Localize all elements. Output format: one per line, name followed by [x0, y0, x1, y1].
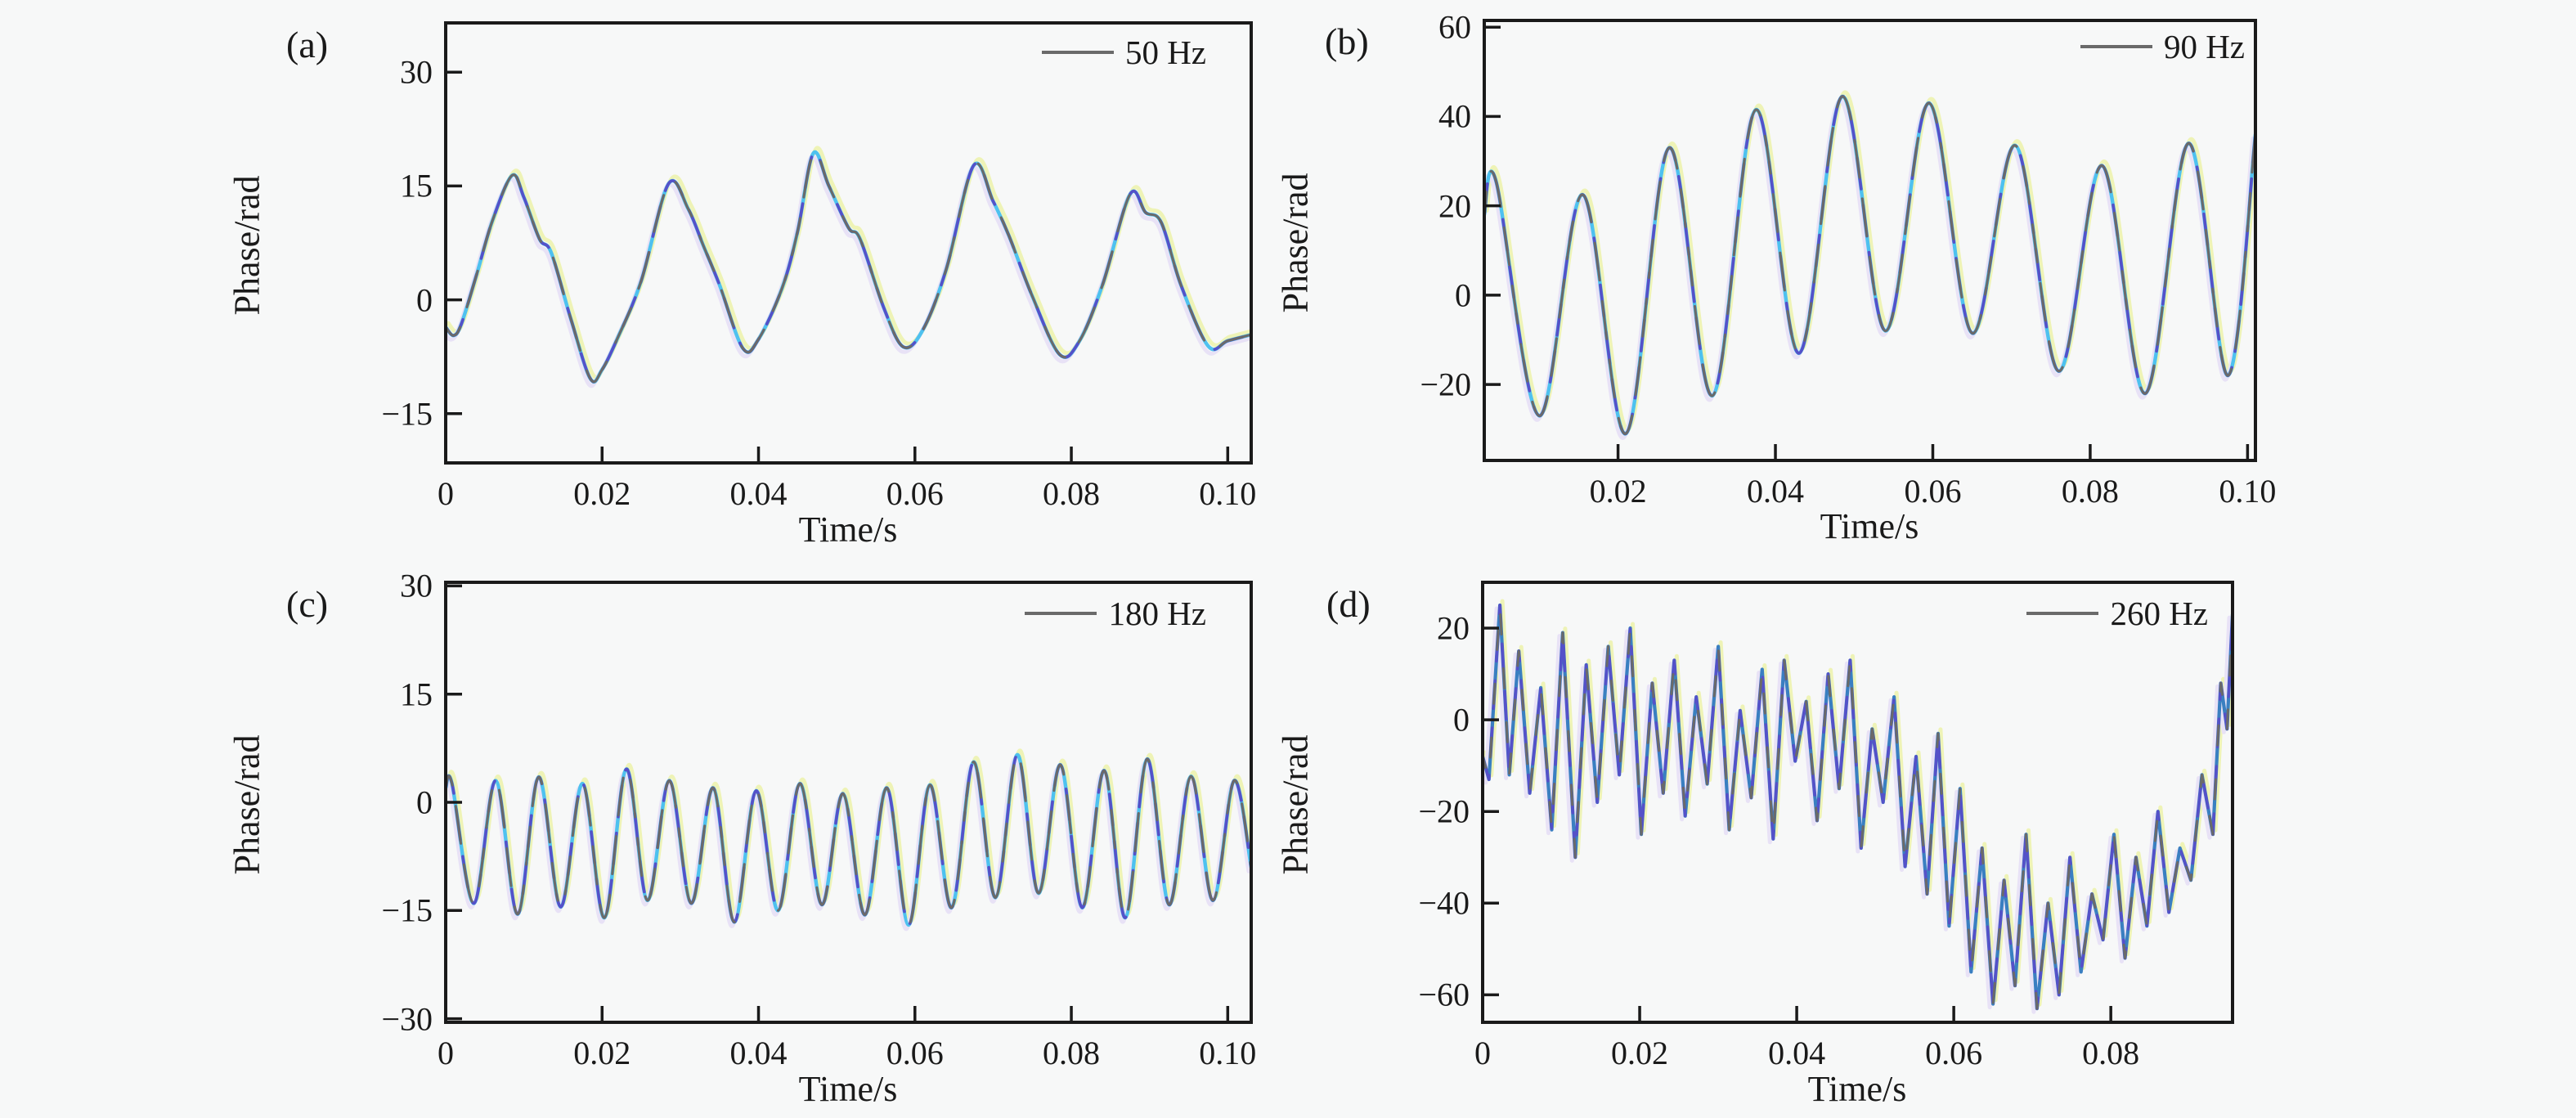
y-tick-label: 40	[1438, 97, 1471, 135]
legend-label: 50 Hz	[1124, 34, 1206, 71]
panel-b-xlabel: Time/s	[1820, 506, 1919, 546]
legend-label: 260 Hz	[2110, 595, 2208, 632]
axes-frame	[1481, 581, 2234, 1024]
y-tick-label: 15	[400, 676, 433, 713]
panel-letter-a: (a)	[286, 24, 329, 65]
panel-a-xlabel: Time/s	[798, 510, 898, 550]
x-tick-label: 0.02	[573, 1035, 631, 1071]
x-tick-label: 0.10	[2219, 473, 2277, 510]
panel-c-ylabel: Phase/rad	[227, 734, 267, 875]
y-tick-label: −30	[381, 1000, 433, 1038]
y-tick-label: −15	[381, 891, 433, 929]
y-tick-label: 0	[416, 783, 433, 821]
panel-c-legend: 180 Hz	[1025, 594, 1206, 633]
x-tick-label: 0.02	[1611, 1035, 1669, 1071]
waveform-180-hz	[446, 748, 1251, 932]
y-tick-label: 60	[1438, 8, 1471, 46]
waveform-260-hz	[1483, 599, 2233, 1014]
x-tick-label: 0.06	[886, 475, 944, 512]
axes-frame	[444, 581, 1253, 1024]
x-tick-label: 0.04	[1768, 1035, 1826, 1071]
legend-line-sample	[1041, 51, 1114, 54]
x-tick-label: 0.02	[1589, 473, 1647, 510]
legend-label: 180 Hz	[1108, 595, 1206, 632]
x-tick-label: 0.08	[1043, 475, 1101, 512]
y-tick-label: −15	[381, 395, 433, 433]
legend-line-sample	[2026, 612, 2099, 615]
panel-d-xlabel: Time/s	[1807, 1069, 1907, 1109]
panel-letter-d: (d)	[1326, 583, 1371, 625]
x-tick-label: 0.04	[1747, 473, 1805, 510]
panel-a-ylabel: Phase/rad	[227, 175, 267, 316]
x-tick-label: 0.04	[729, 1035, 788, 1071]
panel-letter-b: (b)	[1325, 20, 1369, 62]
waveform-90-hz	[1484, 90, 2255, 440]
panel-b-legend: 90 Hz	[2080, 27, 2245, 66]
x-tick-label: 0.10	[1199, 1035, 1257, 1071]
x-tick-label: 0.08	[2082, 1035, 2140, 1071]
y-tick-label: 0	[1453, 701, 1470, 739]
y-tick-label: −20	[1418, 792, 1470, 830]
y-tick-label: −40	[1418, 884, 1470, 922]
y-tick-label: 30	[400, 53, 433, 91]
y-tick-label: 15	[400, 167, 433, 204]
y-tick-label: 0	[416, 281, 433, 319]
x-tick-label: 0.08	[1043, 1035, 1101, 1071]
panel-letter-c: (c)	[286, 583, 329, 625]
y-tick-label: 20	[1438, 187, 1471, 225]
y-tick-label: −20	[1420, 366, 1471, 403]
axes-frame	[1483, 19, 2257, 462]
waveform-50-hz	[446, 146, 1251, 388]
x-tick-label: 0.06	[1904, 473, 1962, 510]
x-tick-label: 0.06	[886, 1035, 944, 1071]
panel-d-legend: 260 Hz	[2026, 594, 2208, 633]
x-tick-label: 0.10	[1199, 475, 1257, 512]
y-tick-label: 0	[1455, 276, 1471, 314]
x-tick-label: 0	[1474, 1035, 1491, 1071]
x-tick-label: 0.04	[729, 475, 788, 512]
y-tick-label: −60	[1418, 976, 1470, 1013]
legend-line-sample	[1025, 612, 1097, 615]
y-tick-label: 30	[400, 567, 433, 604]
legend-line-sample	[2080, 45, 2152, 48]
x-tick-label: 0	[438, 1035, 454, 1071]
x-tick-label: 0.08	[2061, 473, 2119, 510]
y-tick-label: 20	[1437, 609, 1470, 647]
x-tick-label: 0.02	[573, 475, 631, 512]
legend-label: 90 Hz	[2163, 28, 2245, 65]
x-tick-label: 0.06	[1925, 1035, 1983, 1071]
panel-c-xlabel: Time/s	[798, 1069, 898, 1109]
axes-frame	[444, 21, 1253, 465]
panel-a-legend: 50 Hz	[1041, 33, 1206, 72]
x-tick-label: 0	[438, 475, 454, 512]
